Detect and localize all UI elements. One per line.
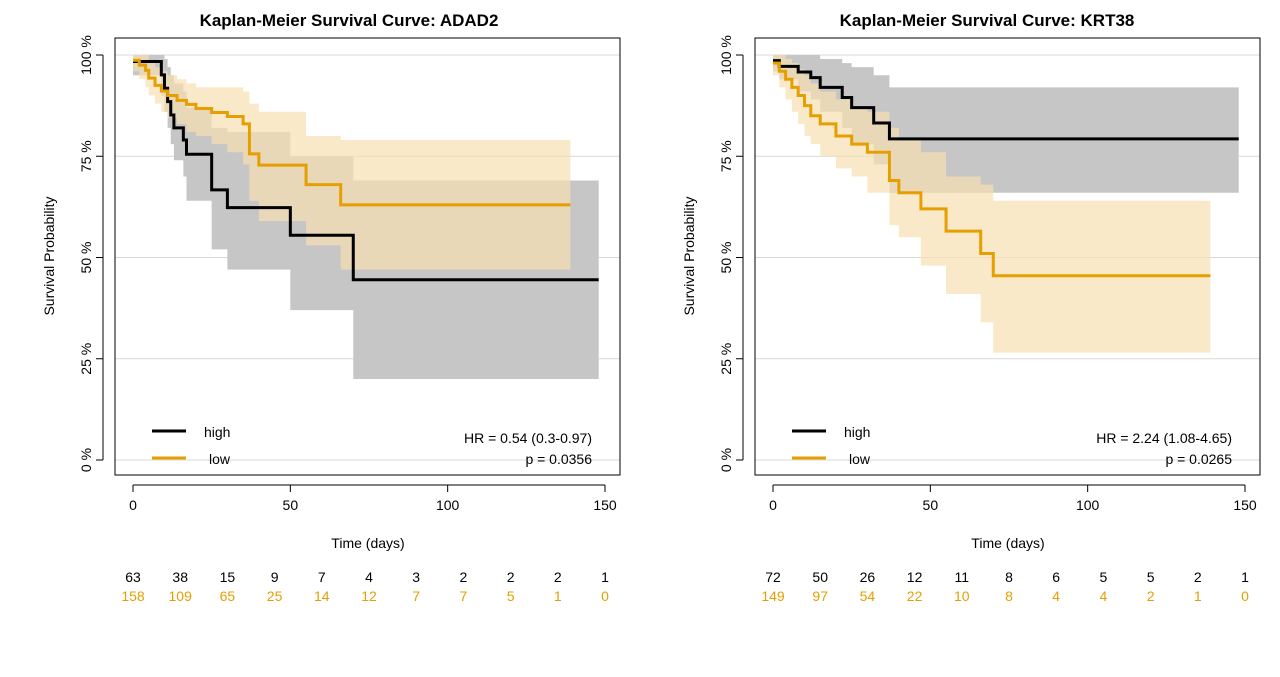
- chart-title: Kaplan-Meier Survival Curve: KRT38: [840, 11, 1135, 30]
- at-risk-high: 15: [220, 569, 236, 585]
- x-tick-label: 150: [1233, 497, 1257, 513]
- legend: high low: [152, 424, 231, 467]
- at-risk-low: 12: [361, 588, 377, 604]
- at-risk-high: 26: [860, 569, 876, 585]
- at-risk-high: 8: [1005, 569, 1013, 585]
- at-risk-low: 7: [460, 588, 468, 604]
- at-risk-low: 149: [761, 588, 785, 604]
- confidence-bands: [133, 55, 599, 379]
- at-risk-high: 1: [601, 569, 609, 585]
- at-risk-high: 1: [1241, 569, 1249, 585]
- y-tick-label: 100 %: [718, 35, 734, 75]
- survival-line-low: [773, 61, 1211, 278]
- x-axis: 0 50 100 150: [769, 484, 1257, 513]
- ci-band-low: [773, 55, 1211, 353]
- x-tick-label: 0: [129, 497, 137, 513]
- ci-band-low: [133, 55, 571, 270]
- at-risk-high: 5: [1100, 569, 1108, 585]
- at-risk-high: 63: [125, 569, 141, 585]
- hazard-ratio-text: HR = 0.54 (0.3-0.97): [464, 430, 592, 446]
- confidence-bands: [773, 55, 1239, 353]
- y-axis-label: Survival Probability: [681, 196, 697, 315]
- y-tick-label: 75 %: [78, 140, 94, 172]
- y-axis-label: Survival Probability: [41, 196, 57, 315]
- legend-label-high: high: [204, 424, 230, 440]
- y-tick-label: 50 %: [78, 242, 94, 274]
- at-risk-high: 6: [1052, 569, 1060, 585]
- x-tick-label: 0: [769, 497, 777, 513]
- y-axis: 0 % 25 % 50 % 75 % 100 %: [78, 35, 104, 472]
- at-risk-high: 7: [318, 569, 326, 585]
- y-tick-label: 75 %: [718, 140, 734, 172]
- y-tick-label: 0 %: [78, 448, 94, 472]
- survival-curves: [133, 58, 599, 282]
- legend-label-high: high: [844, 424, 870, 440]
- p-value-text: p = 0.0265: [1165, 451, 1232, 467]
- at-risk-low: 8: [1005, 588, 1013, 604]
- plot-frame: [114, 37, 621, 476]
- at-risk-high: 50: [812, 569, 828, 585]
- at-risk-low: 25: [267, 588, 283, 604]
- x-tick-label: 100: [1076, 497, 1100, 513]
- at-risk-high: 2: [507, 569, 515, 585]
- at-risk-high: 72: [765, 569, 781, 585]
- p-value-text: p = 0.0356: [525, 451, 592, 467]
- at-risk-low: 7: [412, 588, 420, 604]
- at-risk-low: 2: [1147, 588, 1155, 604]
- at-risk-low: 5: [507, 588, 515, 604]
- at-risk-low: 1: [554, 588, 562, 604]
- km-panel-krt38: Kaplan-Meier Survival Curve: KRT38 0 50 10…: [681, 11, 1261, 604]
- at-risk-high: 3: [412, 569, 420, 585]
- y-tick-label: 25 %: [718, 343, 734, 375]
- at-risk-high: 38: [172, 569, 188, 585]
- at-risk-low: 0: [1241, 588, 1249, 604]
- at-risk-low: 97: [812, 588, 828, 604]
- y-axis: 0 % 25 % 50 % 75 % 100 %: [718, 35, 744, 472]
- at-risk-low: 10: [954, 588, 970, 604]
- y-tick-label: 0 %: [718, 448, 734, 472]
- at-risk-high: 2: [1194, 569, 1202, 585]
- at-risk-low: 109: [169, 588, 193, 604]
- survival-curves: [773, 59, 1239, 278]
- at-risk-low: 4: [1100, 588, 1108, 604]
- chart-title: Kaplan-Meier Survival Curve: ADAD2: [200, 11, 499, 30]
- at-risk-low: 158: [121, 588, 145, 604]
- survival-line-low: [133, 58, 571, 207]
- y-tick-label: 25 %: [78, 343, 94, 375]
- at-risk-low: 14: [314, 588, 330, 604]
- at-risk-low: 65: [220, 588, 236, 604]
- y-tick-label: 100 %: [78, 35, 94, 75]
- at-risk-high: 2: [460, 569, 468, 585]
- hazard-ratio-text: HR = 2.24 (1.08-4.65): [1096, 430, 1232, 446]
- x-axis: 0 50 100 150: [129, 484, 617, 513]
- at-risk-high: 5: [1147, 569, 1155, 585]
- at-risk-high: 11: [955, 569, 970, 585]
- at-risk-low: 22: [907, 588, 923, 604]
- legend-label-low: low: [209, 451, 231, 467]
- at-risk-high: 12: [907, 569, 923, 585]
- x-tick-label: 150: [593, 497, 617, 513]
- at-risk-low: 4: [1052, 588, 1060, 604]
- at-risk-high: 4: [365, 569, 373, 585]
- legend: high low: [792, 424, 871, 467]
- at-risk-low: 1: [1194, 588, 1202, 604]
- plot-frame: [754, 37, 1261, 476]
- at-risk-high: 9: [271, 569, 279, 585]
- x-tick-label: 50: [283, 497, 299, 513]
- survival-line-high: [773, 59, 1239, 141]
- x-axis-label: Time (days): [331, 535, 404, 551]
- at-risk-low: 0: [601, 588, 609, 604]
- x-tick-label: 100: [436, 497, 460, 513]
- legend-label-low: low: [849, 451, 871, 467]
- x-tick-label: 50: [923, 497, 939, 513]
- at-risk-low: 54: [860, 588, 876, 604]
- x-axis-label: Time (days): [971, 535, 1044, 551]
- y-tick-label: 50 %: [718, 242, 734, 274]
- survival-line-high: [133, 59, 599, 282]
- km-panel-adad2: Kaplan-Meier Survival Curve: ADAD2 0 50 10…: [41, 11, 621, 604]
- at-risk-high: 2: [554, 569, 562, 585]
